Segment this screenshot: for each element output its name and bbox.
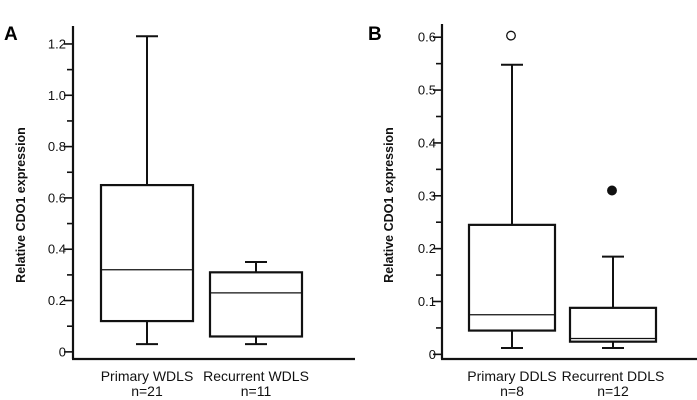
panel-a-tick-label-0-4: 0.4: [48, 242, 66, 257]
panel-a-tick-label-0-2: 0.2: [48, 293, 66, 308]
panel-b-tick-label-0-1: 0.1: [418, 294, 436, 309]
panel-a-n-label-primary-wdls: n=21: [131, 383, 163, 399]
panel-b-y-axis-label: Relative CDO1 expression: [382, 127, 396, 283]
panel-b-tick-label-0-6: 0.6: [418, 30, 436, 45]
panel-b-tick-label-0-3: 0.3: [418, 188, 436, 203]
panel-a-box-recurrent-wdls: [208, 261, 304, 346]
panel-b-letter: B: [368, 24, 382, 45]
panel-b-box-primary-ddls: [467, 30, 557, 350]
panel-b-n-label-primary-ddls: n=8: [500, 383, 524, 399]
panel-a-group-label-primary-wdls: Primary WDLS: [101, 368, 194, 384]
panel-a-letter: A: [4, 24, 18, 45]
panel-a-ticks: 0 0.2 0.4 0.6 0.8 1.0 1.2: [48, 36, 73, 359]
panel-a-n-label-recurrent-wdls: n=11: [241, 383, 272, 399]
iqr-box: [568, 306, 658, 343]
outlier-point-open: [506, 30, 516, 41]
iqr-box: [467, 223, 557, 332]
panel-b-group-label-recurrent-ddls: Recurrent DDLS: [562, 368, 665, 384]
panel-a: A Relative CDO1 expression 0 0.2 0.4 0.6 0.8…: [4, 24, 355, 399]
panel-a-tick-label-1-2: 1.2: [48, 36, 66, 51]
panel-b-tick-label-0-5: 0.5: [418, 83, 436, 98]
panel-b-tick-label-0: 0: [429, 347, 436, 362]
panel-b-box-recurrent-ddls: [568, 185, 658, 350]
panel-a-tick-label-0: 0: [59, 344, 66, 359]
panel-b: B Relative CDO1 expression 0 0.1 0.2 0.3 0.4…: [368, 24, 697, 399]
panel-b-ticks: 0 0.1 0.2 0.3 0.4 0.5 0.6: [418, 30, 442, 362]
panel-b-boxes: [467, 30, 658, 350]
panel-b-tick-label-0-4: 0.4: [418, 135, 436, 150]
panel-a-boxes: [99, 35, 304, 346]
iqr-box: [99, 183, 195, 323]
panel-a-group-label-recurrent-wdls: Recurrent WDLS: [203, 368, 309, 384]
panel-b-tick-label-0-2: 0.2: [418, 241, 436, 256]
panel-a-tick-label-1: 1.0: [48, 88, 66, 103]
panel-b-n-label-recurrent-ddls: n=12: [597, 383, 629, 399]
panel-a-tick-label-0-6: 0.6: [48, 190, 66, 205]
panel-a-y-axis-label: Relative CDO1 expression: [14, 127, 28, 283]
panel-b-group-label-primary-ddls: Primary DDLS: [467, 368, 556, 384]
panel-a-tick-label-0-8: 0.8: [48, 139, 66, 154]
outlier-point-filled: [607, 185, 617, 196]
iqr-box: [208, 271, 304, 338]
panel-a-box-primary-wdls: [99, 35, 195, 346]
